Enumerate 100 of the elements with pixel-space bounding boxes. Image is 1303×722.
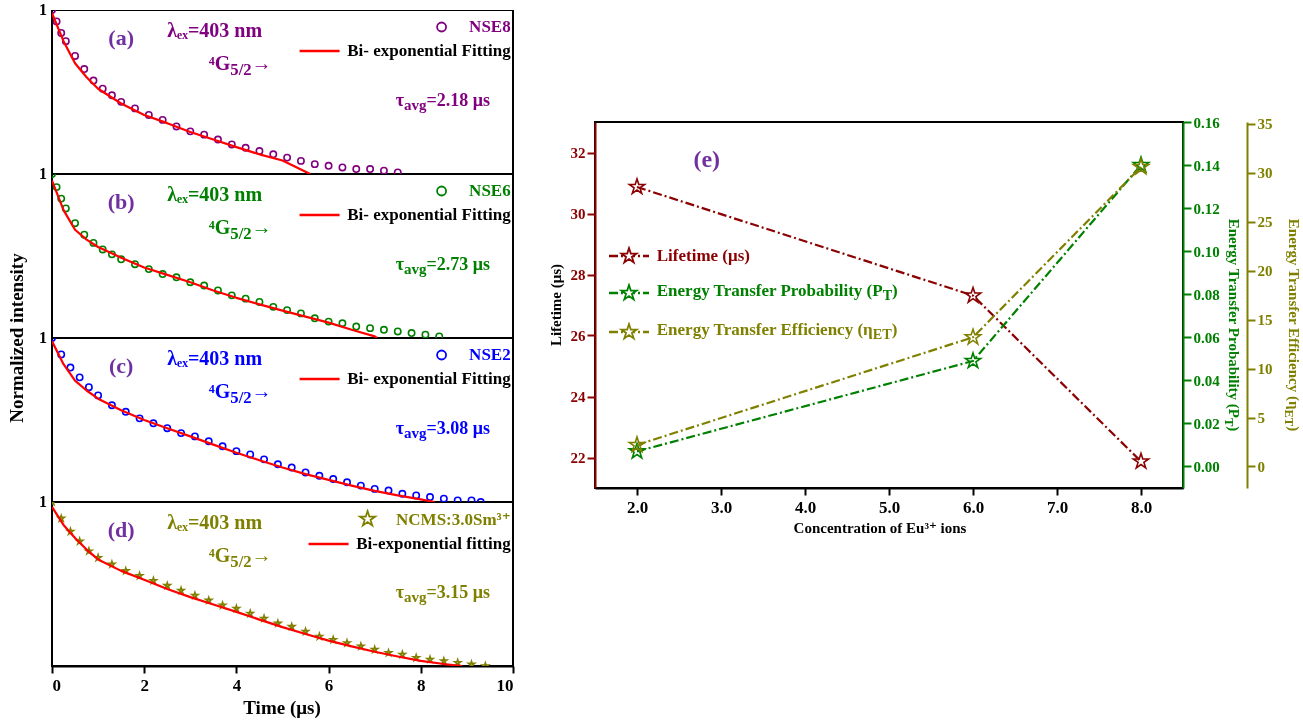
- point: [338, 163, 347, 172]
- legend-label: Bi-exponential fitting: [356, 533, 511, 554]
- point: [628, 178, 646, 195]
- point: [227, 291, 236, 300]
- point: [232, 447, 241, 456]
- point: [61, 37, 70, 46]
- y3-tick-label: 10: [1257, 361, 1273, 378]
- point: [255, 147, 264, 155]
- point: [439, 494, 448, 502]
- x-tick-label: 6: [324, 675, 334, 695]
- annotation: τ$_{avg}$=3.08 μs: [395, 417, 490, 442]
- point: [80, 230, 89, 239]
- y2-tick-label: 0.16: [1193, 114, 1221, 131]
- point: [393, 327, 402, 336]
- point: [98, 245, 107, 254]
- legend-label: NSE8: [469, 16, 511, 37]
- point: [131, 260, 139, 269]
- point: [964, 352, 982, 369]
- point: [398, 489, 407, 498]
- point: [75, 373, 84, 382]
- x-axis-title: Concentration of Eu³⁺ ions: [793, 519, 967, 536]
- point: [57, 194, 66, 203]
- annotation: λₑₓ=403 nm: [167, 182, 263, 205]
- point: [379, 325, 388, 334]
- point: [204, 596, 213, 604]
- point: [52, 17, 61, 26]
- point: [283, 306, 292, 315]
- point: [426, 493, 434, 502]
- x-tick-label: 4.0: [794, 497, 817, 517]
- text: 1: [39, 165, 47, 182]
- x-tick-label: 8.0: [1130, 497, 1153, 517]
- y3-tick-label: 30: [1257, 165, 1273, 182]
- y-tick-label: 32: [570, 145, 586, 161]
- annotation: λₑₓ=403 nm: [167, 18, 263, 41]
- point: [329, 475, 338, 483]
- point: [366, 324, 375, 333]
- point: [241, 143, 250, 152]
- annotation: λₑₓ=403 nm: [167, 510, 263, 533]
- point: [366, 165, 375, 174]
- point: [190, 432, 199, 441]
- x-tick-label: 8: [417, 675, 426, 695]
- point: [384, 648, 393, 657]
- point: [107, 401, 116, 410]
- annotation: ⁴G$_{5/2}$→: [208, 379, 272, 407]
- y-tick-label: 26: [570, 328, 586, 344]
- annotation: λₑₓ=403 nm: [167, 346, 263, 369]
- point: [52, 183, 61, 192]
- point: [71, 219, 80, 228]
- y-tick-label: 28: [570, 267, 586, 283]
- point: [200, 281, 209, 290]
- x-axis-title: Time (μs): [243, 696, 321, 718]
- point: [172, 273, 181, 282]
- point: [287, 463, 296, 472]
- point: [324, 317, 333, 326]
- x-tick-label: 7.0: [1046, 497, 1069, 517]
- point: [107, 250, 116, 259]
- y2-tick-label: 0.02: [1193, 415, 1220, 432]
- annotation: (e): [693, 145, 721, 172]
- point: [407, 329, 416, 338]
- point: [121, 407, 130, 416]
- annotation: (d): [107, 516, 135, 542]
- y-tick-label: 22: [570, 450, 586, 466]
- y3-tick-label: 25: [1257, 214, 1273, 231]
- point: [310, 160, 319, 169]
- point: [71, 51, 80, 60]
- point: [296, 309, 305, 318]
- point: [131, 104, 139, 113]
- point: [135, 414, 144, 423]
- point: [356, 481, 365, 490]
- point: [135, 571, 144, 580]
- point: [412, 491, 421, 500]
- annotation: ⁴G$_{5/2}$→: [208, 51, 272, 79]
- point: [214, 135, 222, 144]
- point: [149, 576, 158, 585]
- point: [61, 204, 70, 213]
- point: [163, 424, 172, 433]
- point: [227, 140, 236, 149]
- x-tick-label: 4: [232, 675, 242, 695]
- point: [94, 391, 103, 400]
- legend-label: Energy Transfer Probability (P$_{T}$): [656, 281, 898, 305]
- point: [218, 442, 227, 451]
- y2-tick-label: 0.14: [1193, 157, 1221, 174]
- annotation: (a): [108, 24, 134, 50]
- point: [57, 350, 66, 359]
- point: [89, 76, 98, 85]
- x-tick-label: 5.0: [878, 497, 901, 517]
- legend-label: Lifetime (μs): [656, 246, 750, 267]
- point: [158, 270, 167, 278]
- annotation: ⁴G$_{5/2}$→: [208, 543, 272, 571]
- point: [200, 130, 209, 139]
- point: [214, 286, 222, 295]
- x-tick-label: 10: [496, 675, 514, 695]
- y-tick-label: 24: [570, 389, 586, 405]
- y2-tick-label: 0.00: [1193, 458, 1220, 475]
- y-tick-label: 30: [570, 206, 586, 222]
- y2-tick-label: 0.12: [1193, 200, 1220, 217]
- point: [269, 302, 278, 311]
- point: [121, 566, 130, 575]
- point: [628, 436, 646, 453]
- point: [315, 471, 324, 480]
